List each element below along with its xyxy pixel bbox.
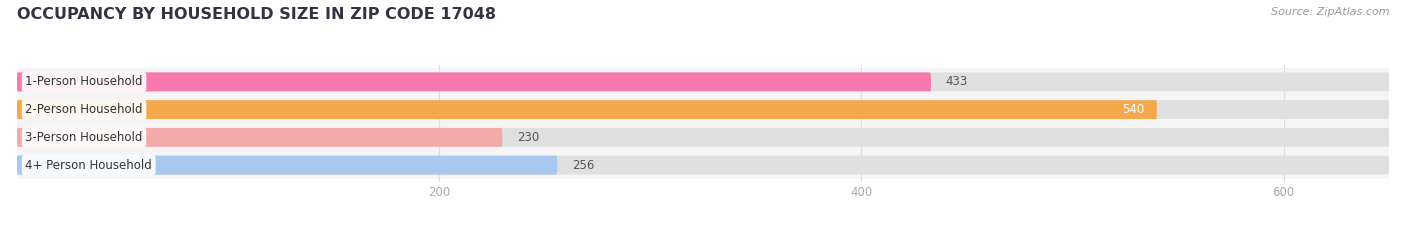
Text: 230: 230 [517,131,540,144]
FancyBboxPatch shape [0,123,1406,151]
FancyBboxPatch shape [17,100,1389,119]
Text: 256: 256 [572,159,595,171]
FancyBboxPatch shape [0,68,1406,96]
FancyBboxPatch shape [17,72,931,91]
Text: Source: ZipAtlas.com: Source: ZipAtlas.com [1271,7,1389,17]
Text: 433: 433 [946,75,969,88]
Text: 4+ Person Household: 4+ Person Household [25,159,152,171]
Text: 540: 540 [1122,103,1144,116]
FancyBboxPatch shape [0,96,1406,123]
FancyBboxPatch shape [17,128,1389,147]
Text: 1-Person Household: 1-Person Household [25,75,143,88]
Text: OCCUPANCY BY HOUSEHOLD SIZE IN ZIP CODE 17048: OCCUPANCY BY HOUSEHOLD SIZE IN ZIP CODE … [17,7,496,22]
FancyBboxPatch shape [0,151,1406,179]
Text: 3-Person Household: 3-Person Household [25,131,142,144]
FancyBboxPatch shape [17,156,1389,175]
Text: 2-Person Household: 2-Person Household [25,103,143,116]
FancyBboxPatch shape [17,128,502,147]
FancyBboxPatch shape [17,72,1389,91]
FancyBboxPatch shape [17,156,557,175]
FancyBboxPatch shape [17,100,1157,119]
